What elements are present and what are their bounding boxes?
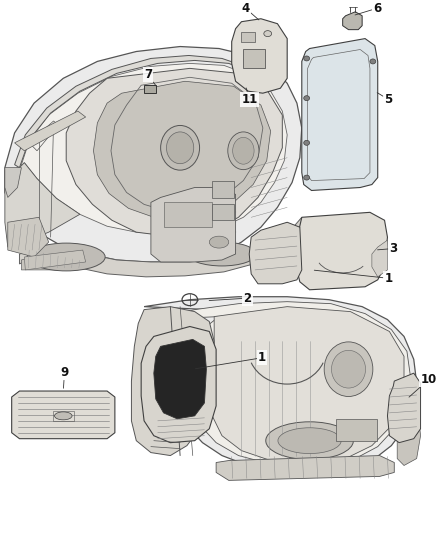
Polygon shape (66, 68, 283, 235)
Polygon shape (12, 391, 115, 439)
Ellipse shape (228, 132, 259, 169)
Ellipse shape (188, 242, 256, 266)
Text: 4: 4 (241, 2, 259, 20)
Bar (244, 49, 265, 68)
Ellipse shape (370, 59, 376, 64)
Bar (144, 85, 156, 93)
Polygon shape (19, 63, 287, 234)
Polygon shape (14, 55, 271, 168)
Ellipse shape (233, 138, 254, 164)
Ellipse shape (278, 428, 341, 454)
Ellipse shape (209, 236, 229, 248)
Text: 11: 11 (241, 88, 258, 106)
Text: 6: 6 (355, 2, 381, 15)
Polygon shape (5, 168, 21, 197)
Ellipse shape (324, 342, 373, 397)
Polygon shape (5, 163, 80, 247)
Text: 9: 9 (60, 366, 69, 388)
Polygon shape (141, 327, 216, 442)
Ellipse shape (304, 96, 310, 101)
Text: 2: 2 (209, 292, 251, 305)
Polygon shape (154, 340, 206, 419)
Bar (212, 181, 233, 198)
Polygon shape (21, 250, 86, 270)
Polygon shape (388, 373, 420, 442)
Polygon shape (372, 240, 388, 277)
Polygon shape (144, 297, 417, 472)
Polygon shape (209, 306, 404, 463)
Polygon shape (93, 81, 271, 219)
Ellipse shape (304, 140, 310, 146)
Text: 3: 3 (378, 242, 398, 255)
Ellipse shape (304, 175, 310, 180)
Ellipse shape (304, 56, 310, 61)
Polygon shape (8, 217, 49, 257)
Polygon shape (25, 250, 86, 270)
Ellipse shape (166, 132, 194, 164)
Polygon shape (14, 111, 86, 151)
Text: 7: 7 (144, 68, 156, 86)
Polygon shape (131, 306, 214, 456)
Polygon shape (156, 302, 411, 464)
Ellipse shape (54, 412, 72, 420)
Text: 1: 1 (314, 270, 392, 285)
Polygon shape (5, 46, 302, 262)
Polygon shape (249, 222, 302, 284)
Bar (53, 411, 74, 421)
Polygon shape (397, 416, 420, 465)
Bar (336, 419, 377, 441)
Polygon shape (343, 12, 362, 30)
Polygon shape (19, 217, 304, 277)
Ellipse shape (332, 350, 366, 388)
Ellipse shape (264, 30, 272, 37)
Text: 5: 5 (377, 93, 393, 106)
Polygon shape (216, 456, 394, 480)
Bar (241, 31, 255, 42)
Polygon shape (151, 188, 236, 262)
Ellipse shape (161, 125, 200, 170)
Text: 10: 10 (409, 373, 437, 397)
Ellipse shape (27, 243, 105, 271)
Bar (163, 203, 212, 227)
Polygon shape (232, 19, 287, 93)
Text: 1: 1 (195, 351, 266, 369)
Polygon shape (297, 212, 388, 290)
Bar (212, 204, 233, 220)
Ellipse shape (266, 422, 353, 459)
Polygon shape (302, 38, 378, 190)
